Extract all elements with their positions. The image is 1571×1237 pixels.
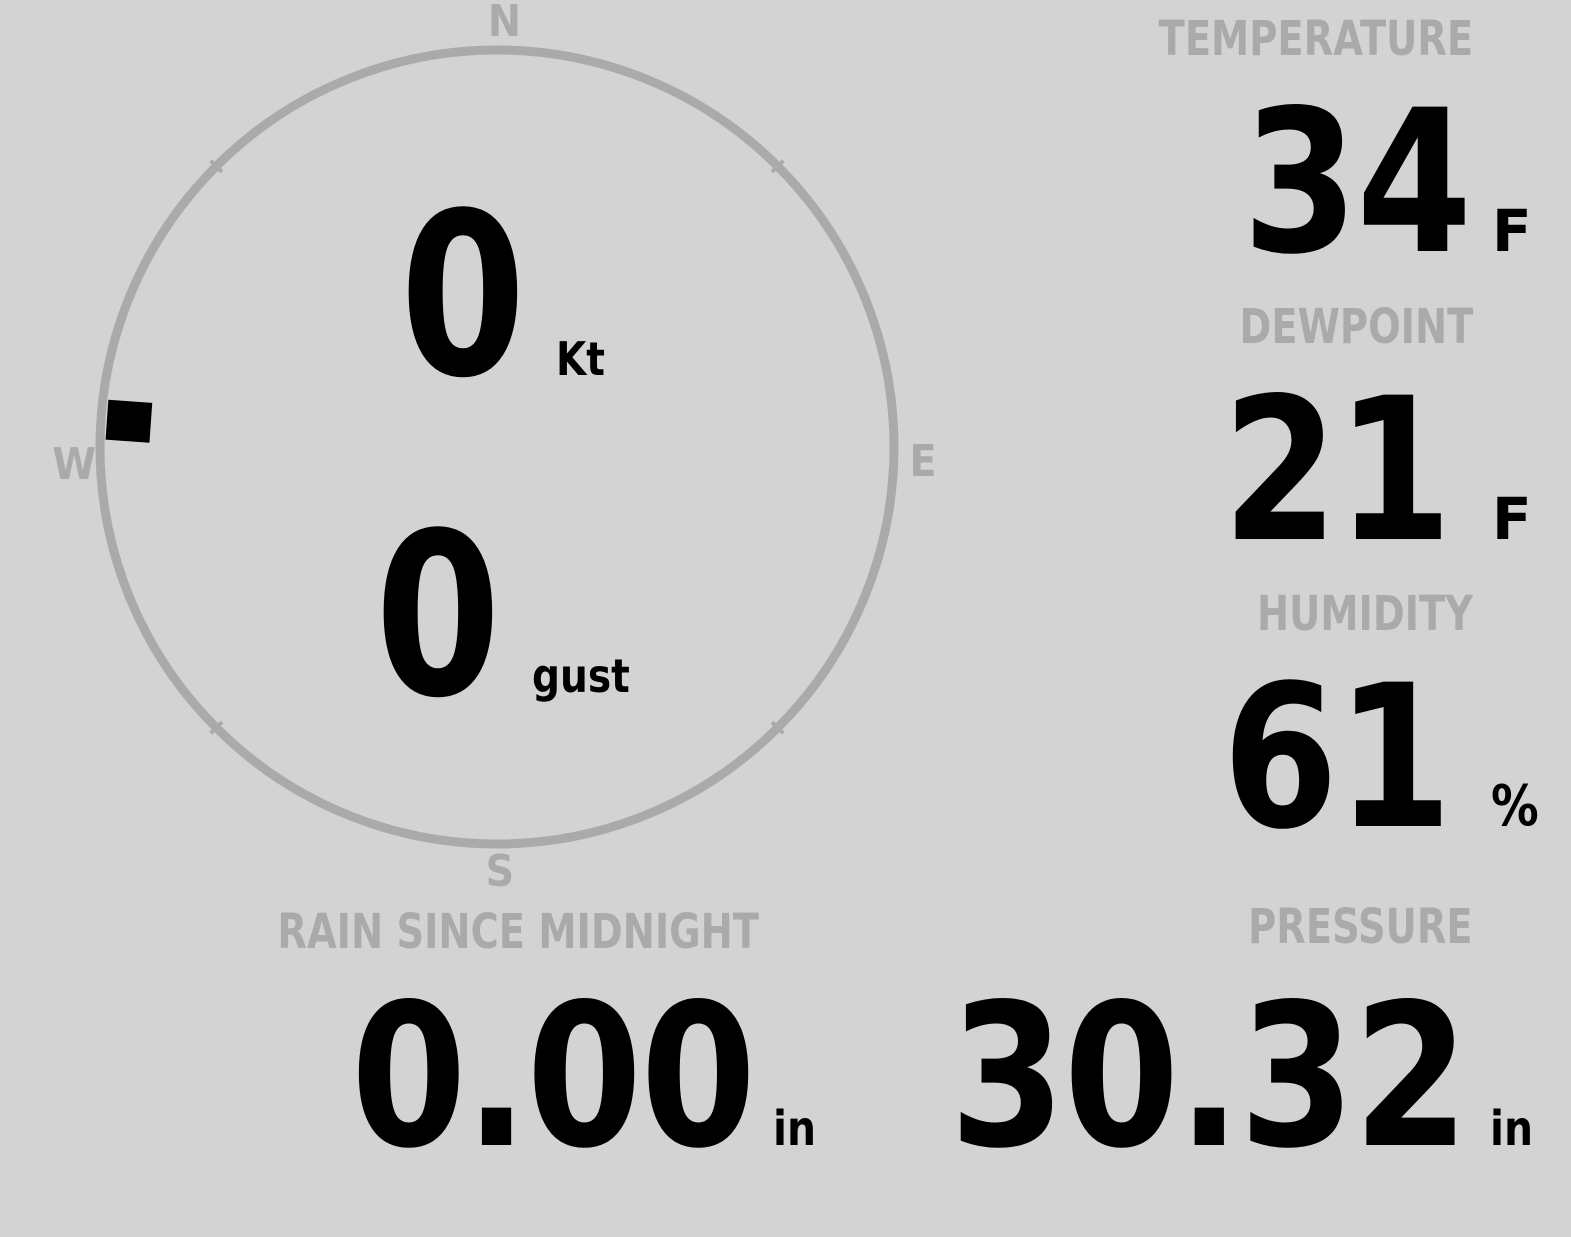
humidity-value: 61 — [1222, 642, 1453, 873]
rain-unit: in — [773, 1101, 817, 1157]
dewpoint-value: 21 — [1222, 355, 1453, 586]
humidity-unit: % — [1491, 774, 1539, 839]
temperature-label: TEMPERATURE — [1158, 11, 1474, 67]
temperature-unit: F — [1492, 197, 1532, 265]
compass-south-label: S — [485, 846, 515, 897]
compass-tick — [209, 159, 224, 174]
wind-speed-value: 0 — [400, 165, 526, 428]
rain-value: 0.00 — [351, 961, 756, 1192]
rain-label: RAIN SINCE MIDNIGHT — [277, 904, 759, 960]
dewpoint-unit: F — [1492, 485, 1532, 553]
wind-gust-unit: gust — [532, 649, 630, 703]
compass-east-label: E — [909, 436, 937, 487]
pressure-unit: in — [1490, 1101, 1534, 1157]
compass-tick — [209, 720, 224, 735]
humidity-label: HUMIDITY — [1257, 586, 1473, 642]
compass-tick — [770, 720, 785, 735]
pressure-label: PRESSURE — [1248, 899, 1473, 955]
compass-tick — [770, 159, 785, 174]
wind-direction-marker — [105, 399, 153, 443]
wind-speed-unit: Kt — [556, 332, 605, 386]
compass-ticks — [209, 159, 785, 735]
temperature-value: 34 — [1242, 67, 1473, 298]
dewpoint-label: DEWPOINT — [1239, 299, 1473, 355]
compass-ring — [95, 45, 899, 849]
wind-gust-value: 0 — [375, 485, 501, 748]
pressure-value: 30.32 — [949, 961, 1468, 1192]
compass-north-label: N — [487, 0, 521, 47]
compass-west-label: W — [52, 439, 97, 490]
